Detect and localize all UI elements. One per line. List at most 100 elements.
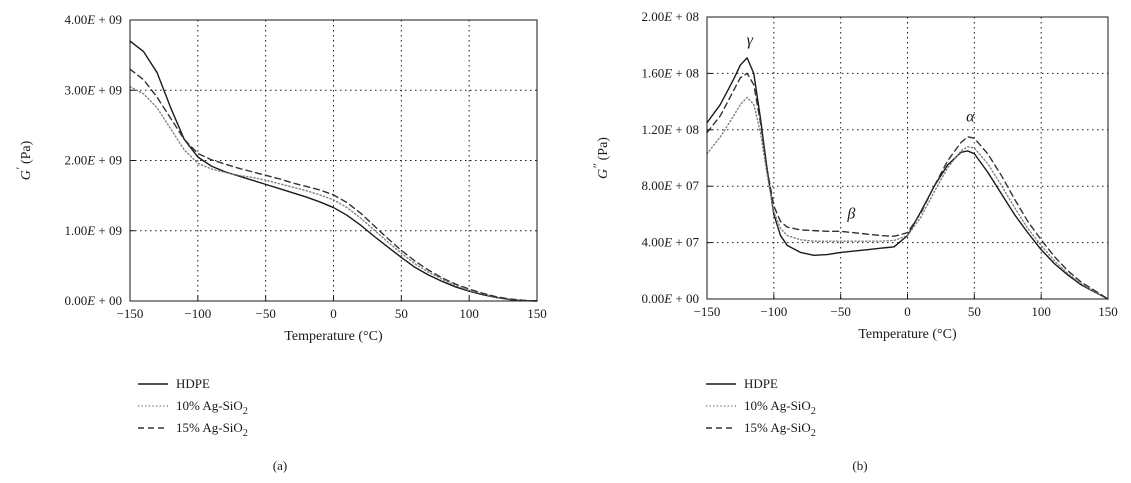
y-axis-prime: ′ <box>13 167 27 170</box>
x-tick-label: 50 <box>395 306 408 321</box>
y-tick-label: 4.00E + 09 <box>64 12 122 27</box>
y-tick-plus: + <box>672 122 686 137</box>
x-tick-label: −50 <box>255 306 275 321</box>
y-tick-mantissa: 0.00 <box>641 291 664 306</box>
legend-label-ag10: 10% Ag-SiO2 <box>744 398 816 417</box>
y-axis-title: G′ (Pa) <box>13 140 34 180</box>
x-tick-label: 100 <box>1031 304 1051 319</box>
legend-subscript: 2 <box>811 406 816 417</box>
panel-label: (b) <box>852 458 867 473</box>
series-line-ag10 <box>706 96 1109 300</box>
y-axis-title: G″ (Pa) <box>590 137 611 179</box>
x-tick-label: −150 <box>694 304 721 319</box>
peak-annotation: γ <box>747 32 754 49</box>
y-tick-exponent: 09 <box>109 153 122 168</box>
y-tick-mantissa: 4.00 <box>64 12 87 27</box>
y-tick-mantissa: 3.00 <box>64 82 87 97</box>
legend-subscript: 2 <box>243 406 248 417</box>
y-tick-exponent: 07 <box>686 178 700 193</box>
y-tick-e: E <box>86 153 95 168</box>
y-tick-mantissa: 2.00 <box>641 9 664 24</box>
legend-label-text: 15% Ag-SiO <box>744 420 811 435</box>
y-tick-label: 2.00E + 09 <box>64 153 122 168</box>
y-tick-e: E <box>663 178 672 193</box>
y-tick-exponent: 09 <box>109 12 122 27</box>
y-tick-label: 4.00E + 07 <box>641 235 699 250</box>
y-tick-mantissa: 0.00 <box>64 293 87 308</box>
y-tick-mantissa: 1.20 <box>641 122 664 137</box>
x-tick-label: 150 <box>1098 304 1118 319</box>
y-tick-exponent: 08 <box>686 65 699 80</box>
panel-label: (a) <box>273 458 287 473</box>
legend-label-ag10: 10% Ag-SiO2 <box>176 398 248 417</box>
y-axis-unit: (Pa) <box>596 137 611 164</box>
y-tick-label: 1.00E + 09 <box>64 223 122 238</box>
y-tick-e: E <box>86 12 95 27</box>
y-tick-exponent: 08 <box>686 122 699 137</box>
legend-label-text: 15% Ag-SiO <box>176 420 243 435</box>
y-tick-label: 8.00E + 07 <box>641 178 699 193</box>
y-tick-plus: + <box>672 235 686 250</box>
x-tick-label: −100 <box>760 304 787 319</box>
y-tick-plus: + <box>95 293 109 308</box>
y-tick-plus: + <box>95 12 109 27</box>
x-tick-label: 100 <box>459 306 479 321</box>
y-tick-e: E <box>663 65 672 80</box>
y-tick-mantissa: 8.00 <box>641 178 664 193</box>
x-tick-label: −150 <box>117 306 144 321</box>
legend-label-text: 10% Ag-SiO <box>176 398 243 413</box>
y-tick-label: 3.00E + 09 <box>64 82 122 97</box>
y-tick-mantissa: 4.00 <box>641 235 664 250</box>
y-tick-plus: + <box>672 9 686 24</box>
legend-subscript: 2 <box>243 428 248 439</box>
y-tick-plus: + <box>95 82 109 97</box>
y-tick-exponent: 00 <box>109 293 122 308</box>
series-line-hdpe <box>129 40 538 302</box>
legend-label-ag15: 15% Ag-SiO2 <box>744 420 816 439</box>
legend-label-hdpe: HDPE <box>176 376 210 391</box>
series-line-ag10 <box>129 86 538 302</box>
y-tick-exponent: 08 <box>686 9 699 24</box>
y-tick-e: E <box>86 82 95 97</box>
y-tick-exponent: 09 <box>109 223 122 238</box>
y-tick-exponent: 09 <box>109 82 122 97</box>
y-tick-e: E <box>663 122 672 137</box>
legend-label-ag15: 15% Ag-SiO2 <box>176 420 248 439</box>
y-tick-plus: + <box>672 65 686 80</box>
y-tick-exponent: 00 <box>686 291 699 306</box>
series-line-hdpe <box>706 57 1109 300</box>
x-axis-title: Temperature (°C) <box>858 327 957 342</box>
y-axis-symbol: G <box>19 170 34 180</box>
series-line-ag15 <box>129 68 538 302</box>
y-tick-mantissa: 1.00 <box>64 223 87 238</box>
x-axis-title: Temperature (°C) <box>284 329 383 344</box>
x-tick-label: 50 <box>968 304 981 319</box>
y-tick-mantissa: 2.00 <box>64 153 87 168</box>
y-tick-label: 1.60E + 08 <box>641 65 699 80</box>
y-tick-plus: + <box>95 223 109 238</box>
y-tick-plus: + <box>95 153 109 168</box>
peak-annotation: α <box>966 108 975 125</box>
x-tick-label: −100 <box>184 306 211 321</box>
y-tick-exponent: 07 <box>686 235 700 250</box>
y-tick-plus: + <box>672 291 686 306</box>
y-tick-label: 1.20E + 08 <box>641 122 699 137</box>
y-tick-label: 0.00E + 00 <box>641 291 699 306</box>
y-tick-e: E <box>86 293 95 308</box>
y-tick-plus: + <box>672 178 686 193</box>
x-tick-label: 0 <box>904 304 911 319</box>
y-tick-e: E <box>86 223 95 238</box>
peak-annotation: β <box>846 206 855 223</box>
legend-label-text: 10% Ag-SiO <box>744 398 811 413</box>
x-tick-label: 0 <box>330 306 337 321</box>
legend-label-hdpe: HDPE <box>744 376 778 391</box>
y-tick-e: E <box>663 235 672 250</box>
legend-label-text: HDPE <box>744 376 778 391</box>
series-line-ag15 <box>706 72 1109 300</box>
legend-label-text: HDPE <box>176 376 210 391</box>
y-tick-label: 2.00E + 08 <box>641 9 699 24</box>
legend-subscript: 2 <box>811 428 816 439</box>
